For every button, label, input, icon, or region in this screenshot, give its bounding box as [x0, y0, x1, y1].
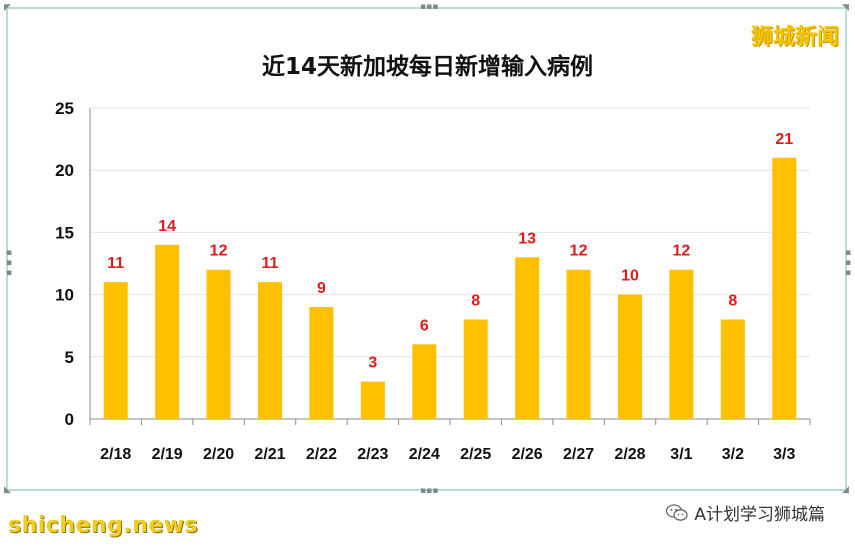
corner-handle-top-right[interactable]: ◥: [842, 3, 849, 13]
x-tick-label: 2/19: [152, 446, 183, 463]
y-tick-label: 0: [65, 410, 74, 429]
resize-handle-right[interactable]: ▪▪▪: [843, 248, 853, 278]
chart-title: 近14天新加坡每日新增输入病例: [261, 54, 593, 80]
x-tick-label: 2/24: [409, 446, 440, 463]
resize-handle-top[interactable]: ▪▪▪: [420, 2, 439, 12]
bar: [669, 269, 694, 419]
bar: [463, 319, 488, 419]
data-label: 13: [518, 230, 536, 247]
bar: [566, 269, 591, 419]
data-label: 9: [317, 280, 326, 297]
x-tick-label: 3/2: [722, 446, 744, 463]
y-tick-label: 15: [55, 223, 74, 242]
bar: [206, 269, 231, 419]
y-tick-label: 20: [55, 161, 74, 180]
bar: [720, 319, 745, 419]
x-tick-label: 2/18: [100, 446, 131, 463]
bar: [309, 307, 334, 419]
x-tick-label: 2/28: [614, 446, 645, 463]
data-label: 11: [262, 255, 279, 272]
x-tick-label: 2/23: [357, 446, 388, 463]
data-label: 12: [673, 243, 691, 260]
data-label: 12: [570, 243, 588, 260]
y-tick-label: 25: [55, 99, 74, 118]
data-label: 3: [368, 355, 377, 372]
data-label: 12: [210, 243, 228, 260]
x-tick-label: 2/25: [460, 446, 491, 463]
site-watermark: shicheng.news: [8, 513, 199, 538]
bar: [618, 294, 642, 419]
data-label: 8: [728, 292, 737, 309]
data-label: 8: [471, 292, 480, 309]
resize-handle-left[interactable]: ▪▪▪: [4, 248, 14, 278]
data-label: 10: [621, 268, 639, 285]
x-tick-label: 3/3: [773, 446, 795, 463]
account-credit: A计划学习狮城篇: [666, 500, 825, 525]
resize-handle-bottom[interactable]: ▪▪▪: [420, 486, 439, 496]
corner-handle-top-left[interactable]: ◤: [4, 3, 11, 13]
bar: [412, 344, 437, 419]
data-label: 6: [420, 317, 429, 334]
x-tick-label: 2/21: [254, 446, 285, 463]
corner-handle-bottom-right[interactable]: ◢: [842, 485, 849, 495]
x-tick-label: 2/26: [512, 446, 543, 463]
account-name: A计划学习狮城篇: [694, 505, 825, 525]
bar: [103, 282, 128, 419]
x-tick-label: 2/22: [306, 446, 337, 463]
bar: [258, 282, 282, 419]
y-tick-label: 10: [55, 286, 74, 305]
x-tick-label: 2/27: [563, 446, 594, 463]
bar: [772, 157, 797, 419]
corner-handle-bottom-left[interactable]: ◣: [4, 485, 11, 495]
data-label: 11: [107, 255, 124, 272]
bar: [515, 257, 540, 419]
x-tick-label: 2/20: [203, 446, 234, 463]
bar: [360, 381, 385, 419]
bar: [155, 244, 180, 419]
x-tick-label: 3/1: [670, 446, 692, 463]
data-label: 21: [775, 131, 793, 148]
brand-watermark: 狮城新闻: [750, 25, 839, 50]
y-tick-label: 5: [65, 348, 74, 367]
wechat-icon: [666, 503, 689, 522]
data-label: 14: [158, 218, 176, 235]
